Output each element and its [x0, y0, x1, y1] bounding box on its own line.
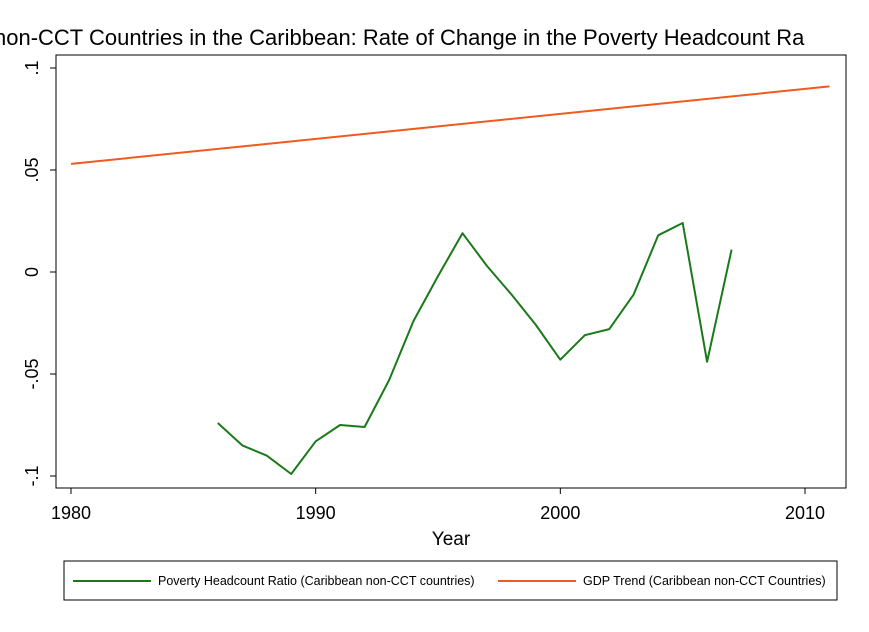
y-axis: .1 .05 0 -.05 -.1 [22, 60, 56, 487]
x-tick-label: 1990 [296, 503, 336, 523]
series-line-poverty-headcount [217, 222, 733, 475]
y-tick-label: -.05 [22, 358, 42, 389]
legend: Poverty Headcount Ratio (Caribbean non-C… [63, 560, 838, 601]
y-tick-label: 0 [22, 267, 42, 277]
legend-label-gdp: GDP Trend (Caribbean non-CCT Countries) [583, 574, 826, 588]
legend-label-poverty: Poverty Headcount Ratio (Caribbean non-C… [158, 574, 475, 588]
y-tick-label: -.1 [22, 465, 42, 486]
legend-box [63, 560, 838, 601]
x-tick-label: 2010 [785, 503, 825, 523]
x-axis: 1980 1990 2000 2010 [51, 488, 825, 523]
x-tick-label: 2000 [540, 503, 580, 523]
y-tick-label: .05 [22, 157, 42, 182]
y-tick-label: .1 [22, 60, 42, 75]
chart-title: non-CCT Countries in the Caribbean: Rate… [0, 25, 805, 50]
plot-area [55, 54, 847, 489]
series-line-gdp-trend [70, 85, 830, 165]
series-layer [70, 85, 830, 475]
x-tick-label: 1980 [51, 503, 91, 523]
x-axis-title: Year [432, 529, 471, 550]
